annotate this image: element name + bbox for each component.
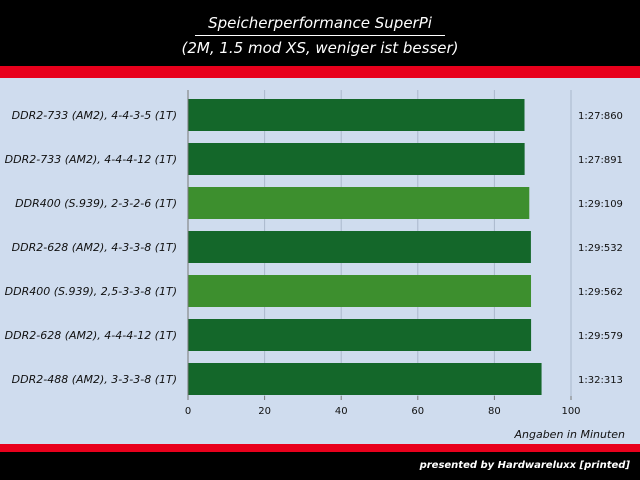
chart-title: Speicherperformance SuperPi (208, 14, 432, 32)
x-axis-ticks: 0 20 40 60 80 100 (185, 396, 581, 417)
category-label: DDR2-733 (AM2), 4-4-4-12 (1T) (5, 153, 177, 166)
bar (188, 363, 542, 395)
bar-chart: DDR2-733 (AM2), 4-4-3-5 (1T) DDR2-733 (AM… (5, 90, 625, 441)
chart-header: Speicherperformance SuperPi (2M, 1.5 mod… (0, 0, 640, 66)
bars (188, 99, 542, 395)
x-tick-label: 60 (411, 406, 424, 417)
chart-subtitle: (2M, 1.5 mod XS, weniger ist besser) (181, 39, 459, 57)
bottom-accent-bar (0, 444, 640, 452)
value-label: 1:27:891 (578, 155, 623, 166)
bar (188, 231, 531, 263)
top-accent-bar (0, 66, 640, 78)
value-label: 1:29:109 (578, 199, 623, 210)
credit-text: presented by Hardwareluxx [printed] (419, 460, 630, 471)
value-label: 1:27:860 (578, 111, 623, 122)
category-label: DDR2-488 (AM2), 3-3-3-8 (1T) (12, 373, 177, 386)
category-label: DDR2-733 (AM2), 4-4-3-5 (1T) (12, 109, 177, 122)
x-tick-label: 80 (488, 406, 501, 417)
value-label: 1:29:579 (578, 331, 623, 342)
x-tick-label: 20 (258, 406, 271, 417)
bar (188, 99, 525, 131)
category-label: DDR400 (S.939), 2-3-2-6 (1T) (15, 197, 177, 210)
value-labels: 1:27:860 1:27:891 1:29:109 1:29:532 1:29:562… (578, 111, 623, 386)
value-label: 1:29:532 (578, 243, 623, 254)
plot-panel: DDR2-733 (AM2), 4-4-3-5 (1T) DDR2-733 (AM… (0, 78, 640, 444)
x-axis-title: Angaben in Minuten (513, 428, 625, 441)
title-divider (195, 35, 445, 36)
category-label: DDR400 (S.939), 2,5-3-3-8 (1T) (5, 285, 177, 298)
category-label: DDR2-628 (AM2), 4-3-3-8 (1T) (12, 241, 177, 254)
bar (188, 187, 530, 219)
value-label: 1:32:313 (578, 375, 623, 386)
category-labels: DDR2-733 (AM2), 4-4-3-5 (1T) DDR2-733 (AM… (5, 109, 177, 386)
bar (188, 143, 525, 175)
bar (188, 275, 532, 307)
x-tick-label: 0 (185, 406, 191, 417)
category-label: DDR2-628 (AM2), 4-4-4-12 (1T) (5, 329, 177, 342)
x-tick-label: 100 (561, 406, 580, 417)
chart-footer: presented by Hardwareluxx [printed] (0, 452, 640, 480)
value-label: 1:29:562 (578, 287, 623, 298)
x-tick-label: 40 (335, 406, 348, 417)
bar (188, 319, 532, 351)
